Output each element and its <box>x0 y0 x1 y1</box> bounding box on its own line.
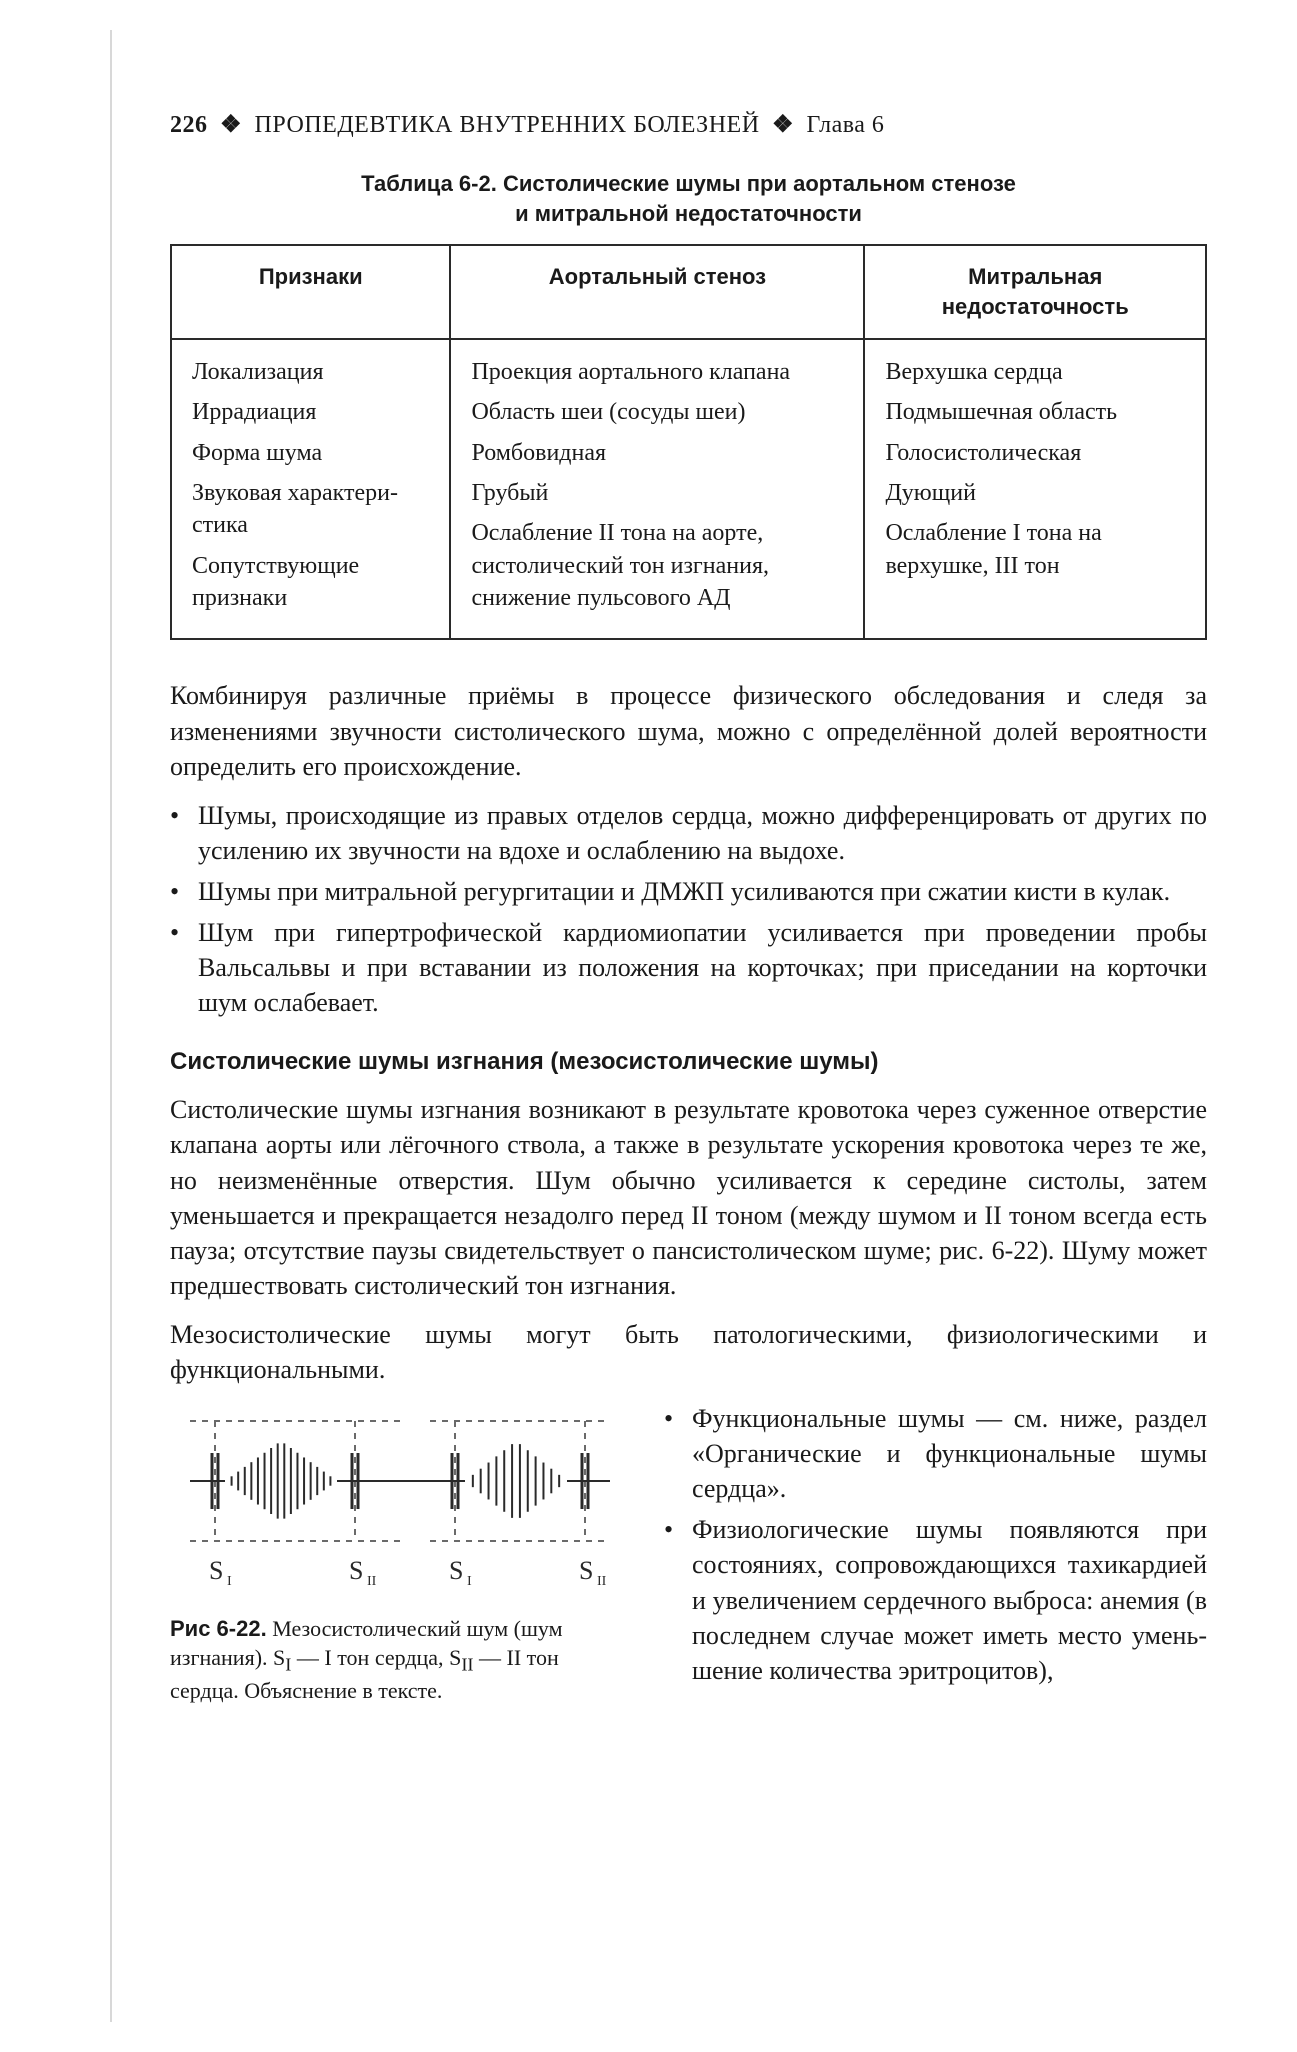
section-subhead: Систолические шумы изгнания (мезосистоли… <box>170 1048 1207 1076</box>
svg-text:S: S <box>349 1556 363 1585</box>
svg-text:I: I <box>467 1574 472 1589</box>
table-row: Локализация Иррадиация Форма шума Звуков… <box>171 339 1206 640</box>
svg-text:II: II <box>597 1574 607 1589</box>
table-cell-aortic: Проекция аортального клапана Область шеи… <box>450 339 864 640</box>
separator-left: ❖ <box>214 112 248 138</box>
list-item: Шумы при митральной регургитации и ДМЖП … <box>170 874 1207 909</box>
phonocardiogram-diagram: SISIISISII <box>170 1401 630 1601</box>
running-head: 226 ❖ ПРОПЕДЕВТИКА ВНУТРЕННИХ БОЛЕЗНЕЙ ❖… <box>170 110 1207 139</box>
svg-text:S: S <box>449 1556 463 1585</box>
figure-caption: Рис 6-22. Мезосистолический шум (шум изг… <box>170 1615 630 1705</box>
lead-paragraph: Комбинируя различные приёмы в процессе ф… <box>170 678 1207 783</box>
mesosystolic-classification-paragraph: Мезосистолические шумы могут быть патоло… <box>170 1317 1207 1387</box>
figure-caption-label: Рис 6-22. <box>170 1616 267 1641</box>
murmur-types-list: Функциональные шумы — см. ниже, раздел «… <box>664 1401 1207 1688</box>
table-head-aortic: Аортальный стеноз <box>450 245 864 338</box>
list-item: Функциональные шумы — см. ниже, раздел «… <box>664 1401 1207 1506</box>
svg-text:I: I <box>227 1574 232 1589</box>
list-item: Шумы, происходящие из правых отделов сер… <box>170 798 1207 868</box>
table-head-features: Признаки <box>171 245 450 338</box>
table-title-line2: и митральной недостаточности <box>515 201 862 226</box>
table-title: Таблица 6-2. Систолические шумы при аорт… <box>170 169 1207 228</box>
list-item: Физиологические шумы появляются при сост… <box>664 1512 1207 1687</box>
svg-text:S: S <box>209 1556 223 1585</box>
table-title-line1: Таблица 6-2. Систолические шумы при аорт… <box>361 171 1016 196</box>
table-cell-features: Локализация Иррадиация Форма шума Звуков… <box>171 339 450 640</box>
book-title: ПРОПЕДЕВТИКА ВНУТРЕННИХ БОЛЕЗНЕЙ <box>255 112 760 138</box>
ejection-murmurs-paragraph: Систолические шумы изгнания возникают в … <box>170 1092 1207 1303</box>
table-head-mitral: Митральная недостаточность <box>864 245 1206 338</box>
svg-text:II: II <box>367 1574 377 1589</box>
list-item: Шум при гипертрофической кардиомиопатии … <box>170 915 1207 1020</box>
figure-6-22: SISIISISII Рис 6-22. Мезосистолический ш… <box>170 1401 630 1705</box>
table-cell-mitral: Верхушка сердца Подмышечная область Голо… <box>864 339 1206 640</box>
chapter-label: Глава 6 <box>807 112 885 138</box>
svg-text:S: S <box>579 1556 593 1585</box>
page-number: 226 <box>170 112 208 138</box>
separator-right: ❖ <box>766 112 800 138</box>
comparison-table: Признаки Аортальный стеноз Митральная не… <box>170 244 1207 640</box>
differentiation-list: Шумы, происходящие из правых отделов сер… <box>170 798 1207 1021</box>
